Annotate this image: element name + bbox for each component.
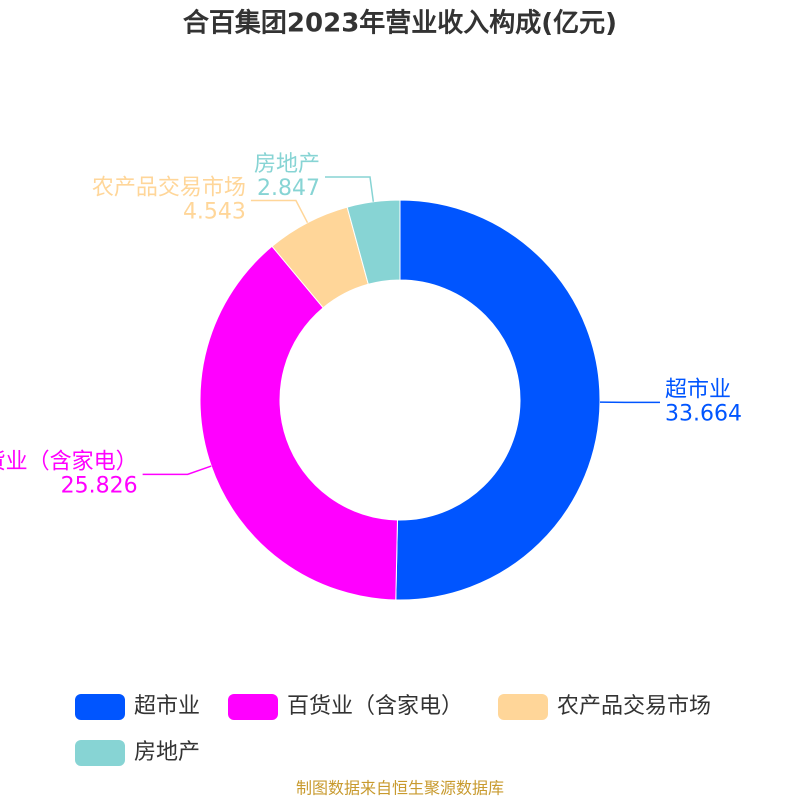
donut-slice xyxy=(395,199,601,601)
slice-label: 农产品交易市场 xyxy=(92,176,246,201)
legend-swatch xyxy=(498,694,548,720)
legend-swatch xyxy=(75,694,125,720)
slice-label: 房地产 xyxy=(254,152,320,177)
donut-slice xyxy=(346,199,401,285)
leader-line xyxy=(142,465,212,476)
legend-label: 房地产 xyxy=(134,740,200,765)
legend-swatch xyxy=(228,694,278,720)
chart-title: 合百集团2023年营业收入构成(亿元) xyxy=(183,8,617,39)
legend-swatch xyxy=(75,740,125,766)
source-note: 制图数据来自恒生聚源数据库 xyxy=(296,779,504,798)
slice-value: 33.664 xyxy=(665,401,742,426)
legend-label: 百货业（含家电） xyxy=(287,694,463,719)
legend-label: 农产品交易市场 xyxy=(557,694,711,719)
slice-value: 4.543 xyxy=(183,200,246,225)
leader-line xyxy=(250,199,309,224)
legend-label: 超市业 xyxy=(134,694,200,719)
slice-value: 2.847 xyxy=(257,176,320,201)
slice-label: 超市业 xyxy=(665,377,731,402)
leader-line xyxy=(324,176,375,202)
donut-slice xyxy=(199,245,398,601)
slice-value: 25.826 xyxy=(61,473,138,498)
slice-label: 百货业（含家电） xyxy=(0,449,138,474)
